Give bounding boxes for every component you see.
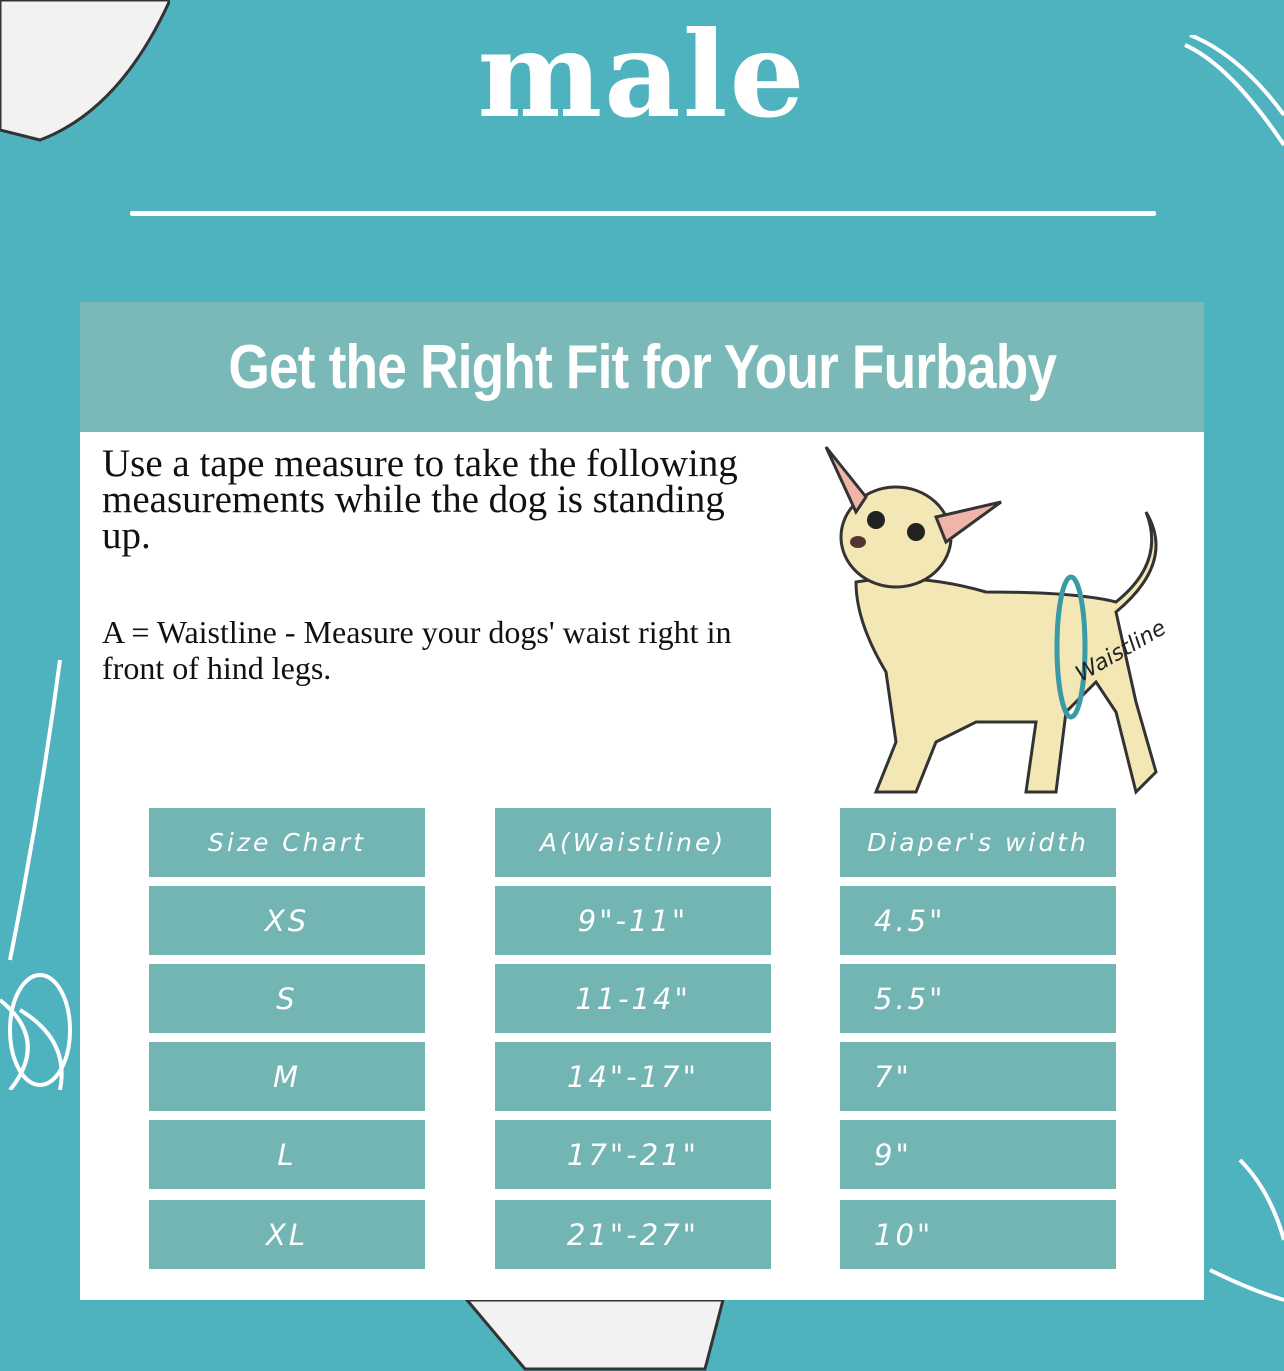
banner: Get the Right Fit for Your Furbaby bbox=[80, 302, 1204, 432]
scissors-decoration bbox=[1184, 35, 1284, 147]
divider bbox=[130, 211, 1156, 216]
intro-text: Use a tape measure to take the following… bbox=[102, 442, 738, 557]
table-cell: 5.5" bbox=[840, 964, 1116, 1033]
table-cell: S bbox=[149, 964, 425, 1033]
banner-text: Get the Right Fit for Your Furbaby bbox=[228, 332, 1057, 402]
scissors-decoration bbox=[0, 660, 72, 1090]
table-cell: M bbox=[149, 1042, 425, 1111]
table-cell: XS bbox=[149, 886, 425, 955]
tape-measure-decoration bbox=[465, 1298, 725, 1371]
table-cell: 9"-11" bbox=[495, 886, 771, 955]
table-cell: XL bbox=[149, 1200, 425, 1269]
table-cell: 9" bbox=[840, 1120, 1116, 1189]
scissors-decoration bbox=[1209, 1158, 1284, 1302]
table-cell: 21"-27" bbox=[495, 1200, 771, 1269]
table-cell: 17"-21" bbox=[495, 1120, 771, 1189]
table-header-cell: A(Waistline) bbox=[495, 808, 771, 877]
table-header-cell: Size Chart bbox=[149, 808, 425, 877]
table-cell: 14"-17" bbox=[495, 1042, 771, 1111]
page-title: male bbox=[477, 5, 807, 144]
chihuahua-illustration: Waistline bbox=[824, 446, 1171, 795]
table-cell: L bbox=[149, 1120, 425, 1189]
waistline-definition: A = Waistline - Measure your dogs' waist… bbox=[102, 614, 732, 686]
table-header-cell: Diaper's width bbox=[840, 808, 1116, 877]
table-cell: 11-14" bbox=[495, 964, 771, 1033]
table-cell: 7" bbox=[840, 1042, 1116, 1111]
tape-measure-decoration bbox=[0, 0, 170, 142]
table-cell: 4.5" bbox=[840, 886, 1116, 955]
table-cell: 10" bbox=[840, 1200, 1116, 1269]
